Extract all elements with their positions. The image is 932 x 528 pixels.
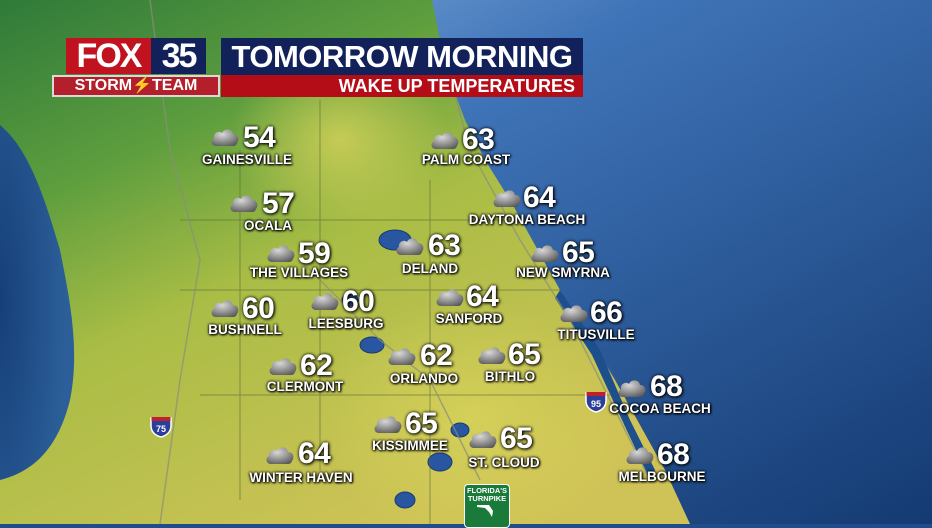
- cloudy-icon: [430, 129, 460, 151]
- city-name: MELBOURNE: [618, 469, 706, 484]
- city-name: KISSIMMEE: [372, 438, 448, 453]
- cloudy-icon: [229, 192, 259, 214]
- city-temperature: 64: [298, 437, 331, 470]
- city-name: TITUSVILLE: [557, 327, 635, 342]
- city-temperature: 65: [500, 422, 533, 455]
- city-temperature: 66: [590, 296, 623, 329]
- florida-outline-icon: [477, 505, 493, 517]
- cloudy-icon: [435, 286, 465, 308]
- city-temperature: 68: [650, 370, 683, 403]
- warm-area: [310, 300, 630, 524]
- city-temperature: 60: [242, 292, 275, 325]
- city-temperature: 54: [243, 121, 276, 154]
- channel-number: 35: [151, 38, 206, 75]
- indian-river-lagoon: [555, 290, 655, 480]
- city-temperature: 65: [405, 407, 438, 440]
- city-name: CLERMONT: [266, 379, 344, 394]
- florida-turnpike-sign: FLORIDA'S TURNPIKE: [464, 484, 510, 528]
- fox-logo: FOX: [66, 38, 151, 75]
- city-name: SANFORD: [435, 311, 503, 326]
- city-temperature: 62: [420, 339, 453, 372]
- city-temperature: 59: [298, 237, 331, 270]
- cloudy-icon: [492, 187, 522, 209]
- cloudy-icon: [559, 302, 589, 324]
- cloudy-icon: [310, 290, 340, 312]
- cloudy-icon: [266, 242, 296, 264]
- city-temperature: 65: [508, 338, 541, 371]
- city-temperature: 68: [657, 438, 690, 471]
- city-name: DELAND: [401, 261, 459, 276]
- city-name: NEW SMYRNA: [516, 265, 610, 280]
- city-name: ST. CLOUD: [468, 455, 540, 470]
- city-name: BITHLO: [484, 369, 536, 384]
- city-temperature: 63: [462, 123, 495, 156]
- city-name: BUSHNELL: [208, 322, 282, 337]
- city-temperature: 65: [562, 236, 595, 269]
- city-temperature: 62: [300, 349, 333, 382]
- cloudy-icon: [617, 377, 647, 399]
- cloudy-icon: [625, 444, 655, 466]
- city-name: GAINESVILLE: [201, 152, 293, 167]
- page-subtitle: WAKE UP TEMPERATURES: [221, 75, 583, 97]
- page-title: TOMORROW MORNING: [221, 38, 583, 75]
- city-temperature: 64: [523, 181, 556, 214]
- turnpike-label: FLORIDA'S TURNPIKE: [466, 486, 508, 503]
- city-name: WINTER HAVEN: [249, 470, 353, 485]
- city-name: DAYTONA BEACH: [468, 212, 586, 227]
- city-name: ORLANDO: [389, 371, 459, 386]
- cloudy-icon: [387, 345, 417, 367]
- cloudy-icon: [268, 355, 298, 377]
- city-name: LEESBURG: [308, 316, 384, 331]
- city-temperature: 64: [466, 280, 499, 313]
- cloudy-icon: [468, 428, 498, 450]
- city-temperature: 60: [342, 285, 375, 318]
- cloudy-icon: [373, 413, 403, 435]
- cloudy-icon: [530, 242, 560, 264]
- storm-team-logo: STORM⚡TEAM: [52, 75, 220, 97]
- svg-text:95: 95: [591, 399, 601, 409]
- city-name: COCOA BEACH: [609, 401, 711, 416]
- city-temperature: 63: [428, 229, 461, 262]
- city-name: PALM COAST: [421, 152, 511, 167]
- gulf-water: [0, 125, 75, 480]
- i75-shield-icon: 75: [150, 417, 172, 438]
- city-name: OCALA: [244, 218, 292, 233]
- lakes: [341, 229, 470, 509]
- city-name: THE VILLAGES: [249, 265, 349, 280]
- cloudy-icon: [265, 444, 295, 466]
- cloudy-icon: [210, 297, 240, 319]
- cloudy-icon: [395, 235, 425, 257]
- city-temperature: 57: [262, 187, 295, 220]
- cloudy-icon: [210, 126, 240, 148]
- i95-shield-icon: 95: [585, 392, 607, 413]
- cloudy-icon: [477, 344, 507, 366]
- svg-text:75: 75: [156, 424, 166, 434]
